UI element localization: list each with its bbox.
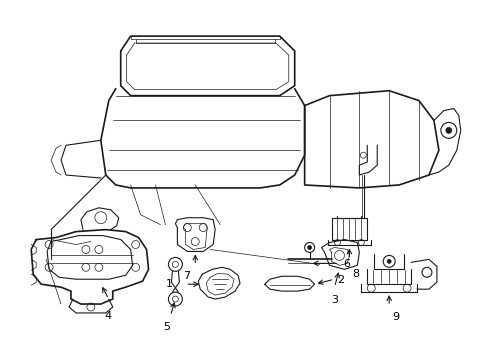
Text: 6: 6 bbox=[343, 260, 350, 269]
Text: 3: 3 bbox=[331, 295, 338, 305]
Text: 4: 4 bbox=[104, 311, 112, 321]
Circle shape bbox=[386, 260, 390, 264]
Text: 5: 5 bbox=[163, 322, 170, 332]
Text: 7: 7 bbox=[183, 271, 190, 281]
Text: 8: 8 bbox=[352, 269, 359, 279]
Text: 1: 1 bbox=[165, 279, 172, 289]
Circle shape bbox=[307, 246, 311, 249]
Circle shape bbox=[445, 127, 451, 133]
Text: 9: 9 bbox=[391, 312, 399, 322]
Text: 2: 2 bbox=[337, 275, 344, 285]
